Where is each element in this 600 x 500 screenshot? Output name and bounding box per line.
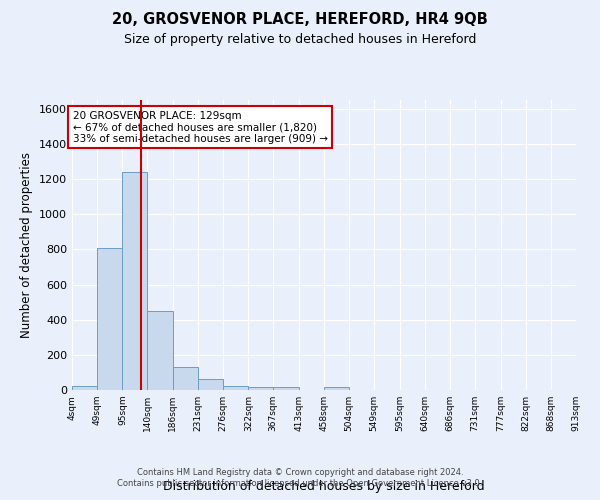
Bar (198, 380, 223, 390)
Bar (148, 311, 173, 390)
Bar (324, 388, 349, 390)
Bar (72, 386, 97, 390)
Bar (173, 367, 198, 390)
Y-axis label: Number of detached properties: Number of detached properties (20, 152, 34, 338)
Text: Size of property relative to detached houses in Hereford: Size of property relative to detached ho… (124, 32, 476, 46)
Bar (248, 388, 273, 390)
Text: Contains HM Land Registry data © Crown copyright and database right 2024.
Contai: Contains HM Land Registry data © Crown c… (118, 468, 482, 487)
Bar (122, 172, 148, 390)
Text: 20, GROSVENOR PLACE, HEREFORD, HR4 9QB: 20, GROSVENOR PLACE, HEREFORD, HR4 9QB (112, 12, 488, 28)
Bar (97, 248, 122, 390)
Text: 20 GROSVENOR PLACE: 129sqm
← 67% of detached houses are smaller (1,820)
33% of s: 20 GROSVENOR PLACE: 129sqm ← 67% of deta… (73, 110, 328, 144)
Bar (273, 388, 299, 390)
Bar (223, 386, 248, 390)
X-axis label: Distribution of detached houses by size in Hereford: Distribution of detached houses by size … (163, 480, 485, 493)
